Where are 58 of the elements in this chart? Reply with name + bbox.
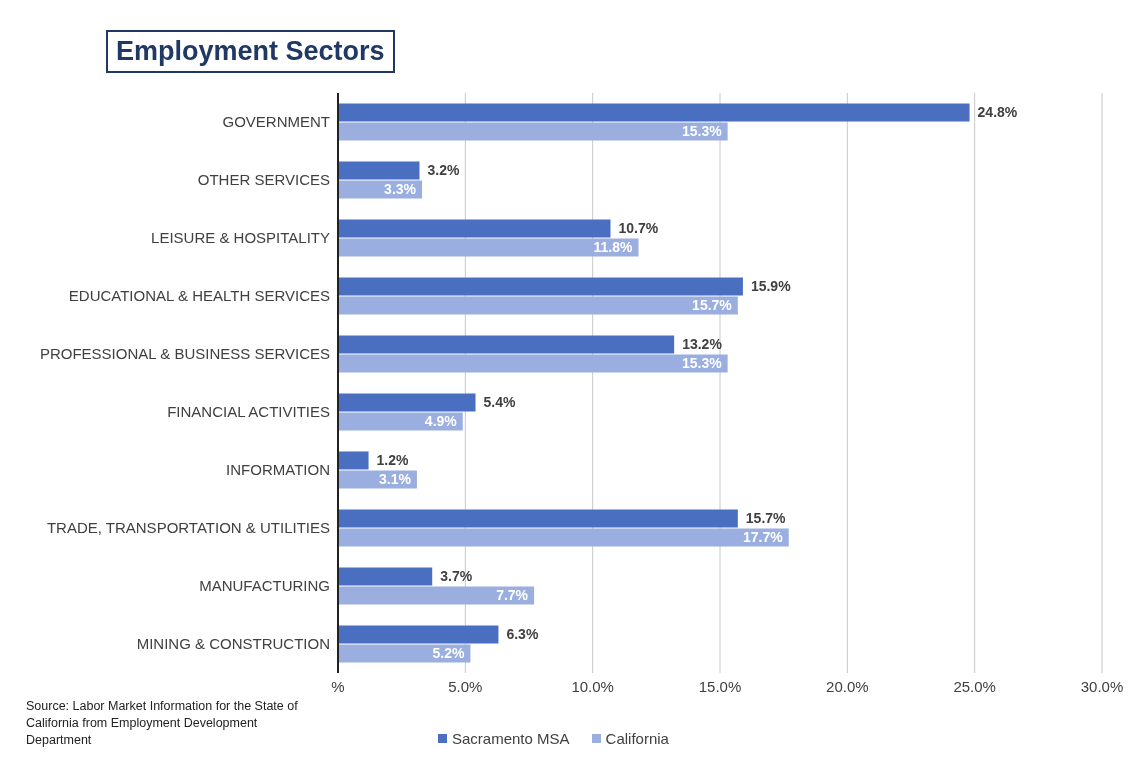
- bar: [338, 122, 728, 141]
- y-tick-label: FINANCIAL ACTIVITIES: [167, 403, 330, 421]
- data-label: 3.1%: [379, 471, 412, 488]
- y-tick-label: LEISURE & HOSPITALITY: [151, 229, 330, 247]
- y-tick-label: MANUFACTURING: [199, 577, 330, 595]
- x-tick-label: 30.0%: [1080, 677, 1124, 695]
- x-tick-label: 10.0%: [571, 677, 614, 695]
- chart-title: Employment Sectors: [106, 30, 395, 73]
- data-label: 4.9%: [424, 413, 458, 430]
- x-tick-label: %: [331, 677, 345, 695]
- source-note: Source: Labor Market Information for the State of California from Employment Development Department: [26, 698, 299, 749]
- data-label: 13.2%: [682, 336, 723, 353]
- y-tick-label: PROFESSIONAL & BUSINESS SERVICES: [39, 345, 330, 363]
- y-tick-label: MINING & CONSTRUCTION: [136, 635, 330, 653]
- bar: [338, 161, 420, 180]
- data-label: 3.2%: [427, 162, 460, 179]
- bar: [338, 451, 369, 470]
- legend-label: California: [605, 730, 669, 747]
- data-label: 15.7%: [745, 510, 787, 527]
- bar: [338, 625, 499, 644]
- bar: [338, 586, 535, 605]
- data-label: 1.2%: [376, 452, 410, 469]
- bar: [338, 567, 433, 586]
- legend-label: Sacramento MSA: [452, 730, 570, 747]
- data-label: 5.4%: [483, 394, 516, 411]
- data-label: 5.2%: [432, 645, 465, 662]
- y-tick-label: TRADE, TRANSPORTATION & UTILITIES: [46, 519, 330, 537]
- bar: [338, 354, 728, 373]
- data-label: 17.7%: [743, 529, 784, 546]
- bar: [338, 219, 611, 238]
- bar: [338, 296, 738, 315]
- y-tick-label: GOVERNMENT: [222, 113, 330, 131]
- data-label: 15.9%: [750, 278, 792, 295]
- x-tick-label: 15.0%: [698, 677, 742, 695]
- data-label: 3.7%: [440, 568, 473, 585]
- y-tick-label: EDUCATIONAL & HEALTH SERVICES: [68, 287, 330, 305]
- bar: [338, 644, 471, 663]
- bar: [338, 103, 970, 122]
- x-tick-label: 25.0%: [953, 677, 996, 695]
- y-tick-label: INFORMATION: [226, 461, 330, 479]
- bar: [338, 393, 476, 412]
- bar: [338, 238, 639, 257]
- data-label: 15.3%: [681, 123, 723, 140]
- x-tick-label: 20.0%: [826, 677, 869, 695]
- data-label: 10.7%: [618, 220, 659, 237]
- data-label: 15.3%: [681, 355, 723, 372]
- data-label: 11.8%: [593, 239, 634, 256]
- data-label: 24.8%: [977, 104, 1018, 121]
- bar: [338, 335, 675, 354]
- data-label: 6.3%: [506, 626, 539, 643]
- data-label: 7.7%: [496, 587, 529, 604]
- bar: [338, 509, 738, 528]
- bar: [338, 277, 743, 296]
- x-tick-label: 5.0%: [448, 677, 483, 695]
- bar: [338, 528, 789, 547]
- data-label: 3.3%: [384, 181, 417, 198]
- data-label: 15.7%: [692, 297, 733, 314]
- y-tick-label: OTHER SERVICES: [197, 171, 330, 189]
